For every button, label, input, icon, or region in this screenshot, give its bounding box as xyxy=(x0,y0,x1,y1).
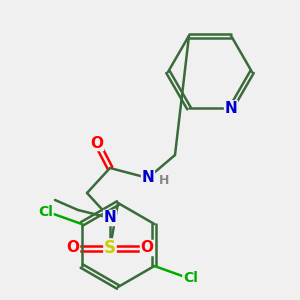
Text: O: O xyxy=(140,241,154,256)
Text: N: N xyxy=(142,170,154,185)
Text: S: S xyxy=(104,239,116,257)
Text: O: O xyxy=(91,136,103,151)
Text: N: N xyxy=(225,101,237,116)
Text: Cl: Cl xyxy=(38,205,53,219)
Text: O: O xyxy=(67,241,80,256)
Text: N: N xyxy=(103,211,116,226)
Text: H: H xyxy=(159,175,169,188)
Text: Cl: Cl xyxy=(183,271,198,285)
